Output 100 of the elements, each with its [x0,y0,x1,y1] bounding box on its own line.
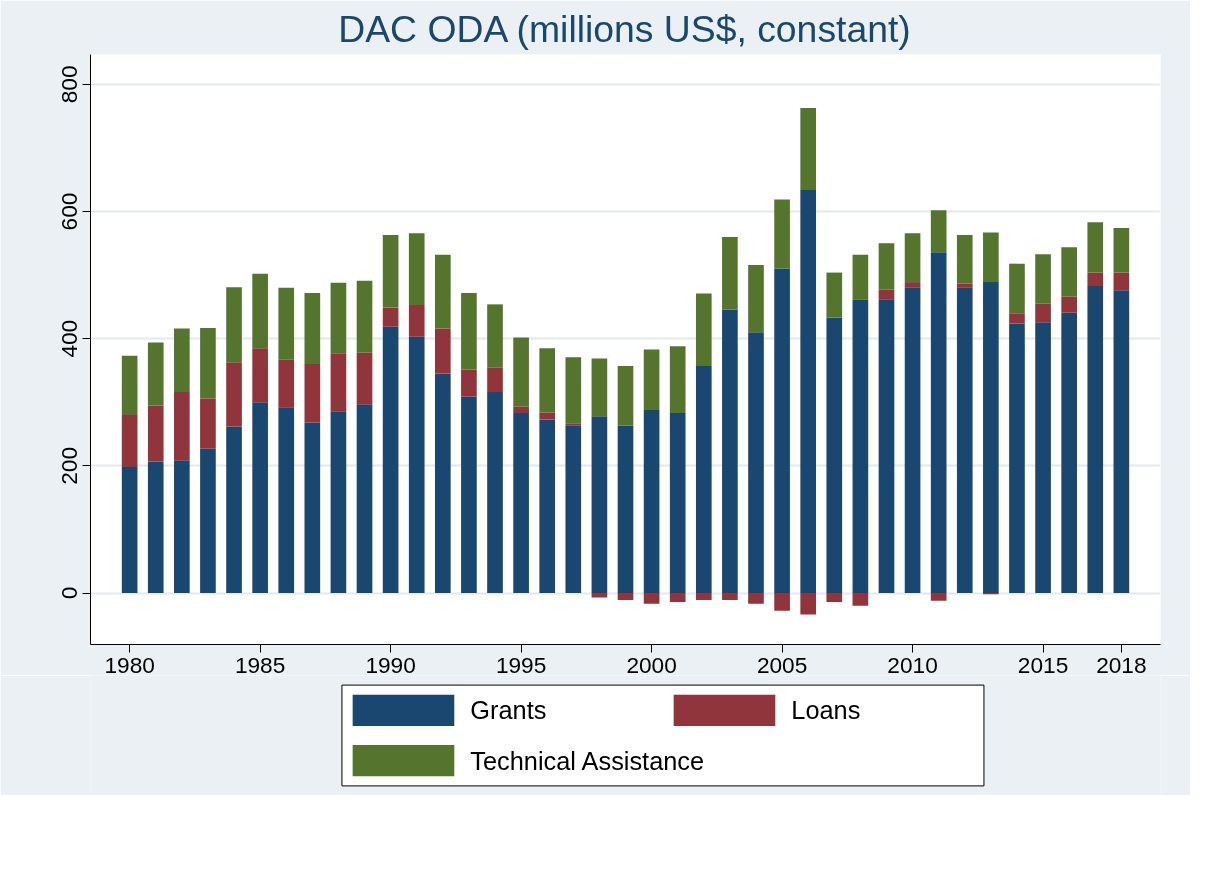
bar [174,460,190,593]
x-tick-label: 2018 [1096,651,1147,678]
bar [356,404,373,593]
bar [878,299,895,593]
x-tick-label: 1995 [495,651,547,678]
bar [695,366,712,593]
bar [748,264,764,333]
bar [565,357,582,424]
x-tick-label: 1990 [365,651,416,678]
bar [669,346,686,414]
bar [278,407,295,593]
bar [669,593,686,602]
bar [174,392,190,461]
bar [722,593,738,600]
bar [1113,290,1130,593]
bar [800,107,817,190]
bar [1009,323,1025,593]
bar [826,593,843,602]
bar [200,448,216,593]
bar [513,413,529,593]
bar [408,233,425,305]
bar [617,593,634,600]
bar [434,254,451,329]
bar [643,349,660,410]
legend-label: Loans [791,696,861,725]
bar [226,362,242,427]
bar [304,364,321,423]
bar [304,292,321,365]
bar [930,210,947,253]
bar [748,593,764,604]
bar [983,232,999,283]
bar [1087,272,1104,286]
bar [800,593,817,615]
bar [200,398,216,449]
bar [1061,247,1077,297]
bar [591,358,608,417]
bar [800,189,817,593]
bar [1087,285,1104,593]
bar [408,336,425,593]
bar [695,593,712,600]
bar [956,283,973,288]
bar [226,426,242,593]
bar [434,373,451,593]
bar [461,396,477,593]
bar [252,273,268,349]
bar [513,337,529,407]
bar [878,289,895,300]
bar [591,416,608,593]
bar [930,252,947,593]
bar [826,272,843,318]
bar [1035,254,1051,304]
bar [513,406,529,414]
bar [330,411,347,593]
bar [1113,272,1130,291]
bar [487,392,503,593]
bar [147,342,164,406]
bar [382,326,399,593]
bar [200,327,216,399]
bar [826,317,843,593]
bar [565,425,582,593]
bar [930,593,947,601]
x-tick-label: 1980 [104,651,155,678]
x-tick-label: 2000 [626,651,677,678]
bar [695,293,712,367]
bar [147,405,164,462]
bar [643,593,660,604]
x-tick-label: 2015 [1017,651,1069,678]
bar [461,292,477,370]
bar [539,348,556,413]
bar [226,287,242,363]
bar [722,309,738,593]
bar [487,367,503,393]
bar [774,268,790,593]
bar [1035,322,1051,593]
bar [852,593,869,606]
bar [669,413,686,593]
bar [356,352,373,405]
bar [252,348,268,403]
bar [539,419,556,593]
bar [878,243,895,290]
bar [278,359,295,408]
bar [121,414,138,468]
bar [330,353,347,412]
bar [956,235,973,284]
bar [722,236,738,310]
bar [356,280,373,353]
bar [487,304,503,368]
bar [774,199,790,269]
bar [983,282,999,593]
chart-title: DAC ODA (millions US$, constant) [338,7,911,50]
bar [382,307,399,327]
bar [617,425,634,593]
bar [748,332,764,593]
bar [147,461,164,593]
bar [956,287,973,593]
y-tick-label: 400 [56,319,83,358]
bar [330,282,347,354]
bar [617,366,634,426]
bar [382,235,399,308]
legend-label: Technical Assistance [470,746,705,775]
